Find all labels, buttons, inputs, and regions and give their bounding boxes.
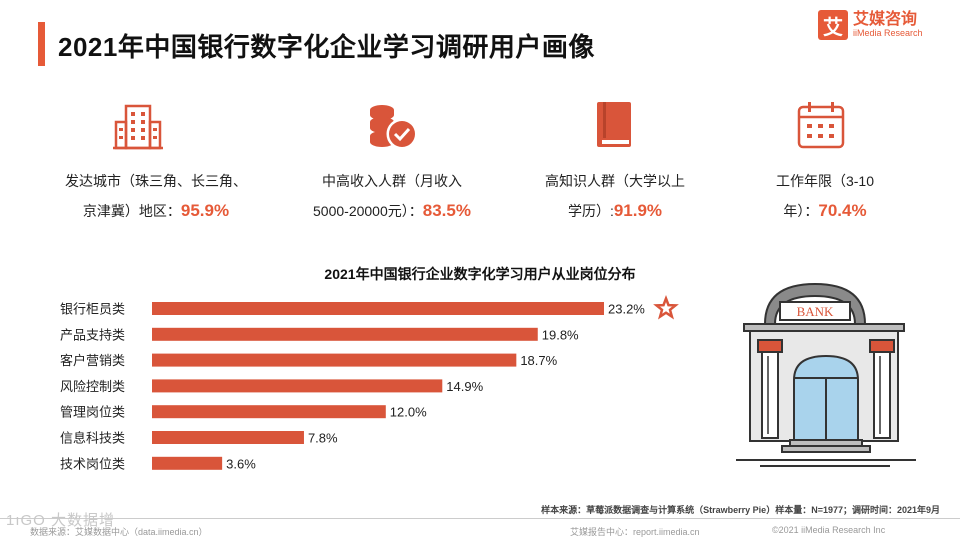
book-icon xyxy=(597,102,631,147)
category-label: 客户营销类 xyxy=(60,353,125,368)
bar xyxy=(152,353,517,367)
bar xyxy=(152,379,443,393)
bar xyxy=(152,327,538,341)
sample-source: 样本来源：草莓派数据调查与计算系统（Strawberry Pie）样本量：N=1… xyxy=(541,505,940,515)
category-label: 银行柜员类 xyxy=(60,302,125,317)
stat-experience: 工作年限（3-10 年）：70.4% xyxy=(775,173,875,220)
report-center: 艾媒报告中心：report.iimedia.cn xyxy=(570,527,700,537)
logo-cn: 艾媒咨询 xyxy=(853,11,918,29)
stat-pct: 95.9% xyxy=(180,201,230,220)
bar-chart: 银行柜员类 23.2% 产品支持类 19.8% 客户营销类 18.7% 风险控制类 14.9%… xyxy=(60,294,679,471)
brand-logo: 艾 艾媒咨询 iiMedia Research xyxy=(818,10,923,40)
building-icon xyxy=(113,104,163,150)
stat-income: 中高收入人群（月收入 5000-20000元）：83.5% xyxy=(313,173,471,220)
coins-icon xyxy=(370,105,418,150)
stat-education: 高知识人群（大学以上 学历）:91.9% xyxy=(545,173,685,220)
bar xyxy=(152,405,386,419)
page-title: 2021年中国银行数字化企业学习调研用户画像 xyxy=(58,32,595,62)
title-accent-bar xyxy=(38,22,45,66)
category-label: 风险控制类 xyxy=(60,379,125,394)
value-label: 19.8% xyxy=(542,327,579,342)
calendar-icon xyxy=(797,102,845,149)
logo-mark: 艾 xyxy=(818,10,848,40)
watermark: 1ıGO 大数据增 xyxy=(6,512,116,529)
value-label: 14.9% xyxy=(446,379,483,394)
value-label: 3.6% xyxy=(226,456,256,471)
stat-pct: 91.9% xyxy=(613,201,663,220)
category-label: 产品支持类 xyxy=(60,327,125,342)
chart-title: 2021年中国银行企业数字化学习用户从业岗位分布 xyxy=(324,266,636,282)
bar xyxy=(152,302,604,315)
bank-illustration: BANK xyxy=(736,282,916,467)
category-label: 信息科技类 xyxy=(60,431,125,446)
category-label: 管理岗位类 xyxy=(60,405,125,420)
stat-pct: 83.5% xyxy=(422,201,471,220)
bank-sign-text: BANK xyxy=(797,304,834,319)
copyright: ©2021 iiMedia Research Inc xyxy=(772,525,886,535)
category-label: 技术岗位类 xyxy=(60,456,125,471)
footer-divider xyxy=(0,518,960,519)
data-source: 数据来源：艾媒数据中心（data.iimedia.cn） xyxy=(30,527,208,537)
value-label: 7.8% xyxy=(308,431,338,446)
logo-en: iiMedia Research xyxy=(853,27,923,38)
value-label: 12.0% xyxy=(390,405,427,420)
value-label: 18.7% xyxy=(520,353,557,368)
stat-urban: 发达城市（珠三角、长三角、 京津冀）地区：95.9% xyxy=(65,173,247,220)
value-label: 23.2% xyxy=(608,302,645,317)
highlight-star-icon xyxy=(653,294,679,320)
stat-pct: 70.4% xyxy=(818,201,867,220)
bar xyxy=(152,431,304,444)
bar xyxy=(152,456,223,470)
